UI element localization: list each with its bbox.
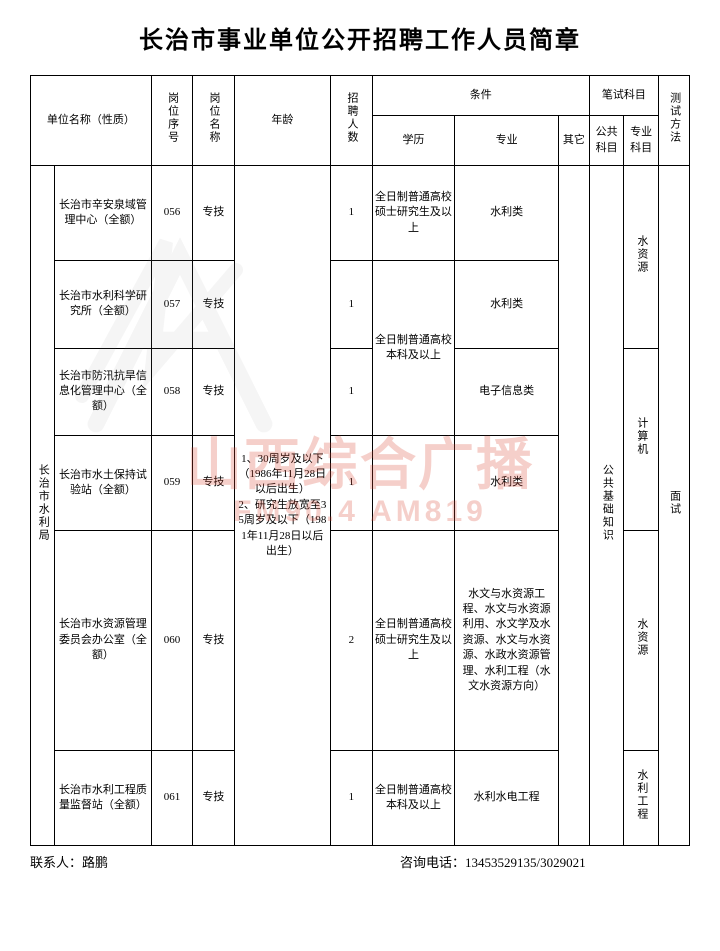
header-position-no: 岗位序号 (151, 76, 192, 166)
pro-subject-cell: 计算机 (624, 348, 658, 531)
posno-cell: 058 (151, 348, 192, 436)
count-cell: 2 (331, 531, 372, 751)
contact-label: 联系人： (30, 855, 82, 870)
posname-cell: 专技 (193, 166, 234, 261)
dept-group-cell: 长治市水利局 (31, 166, 55, 846)
major-cell: 水利类 (455, 436, 559, 531)
footer-phone: 咨询电话：13453529135/3029021 (320, 852, 690, 871)
edu-cell: 全日制普通高校本科及以上 (372, 751, 455, 846)
table-row: 长治市水利局 长治市辛安泉域管理中心（全额） 056 专技 1、30周岁及以下（… (31, 166, 690, 261)
footer-contact: 联系人：路鹏 (30, 852, 320, 871)
major-cell: 水利类 (455, 166, 559, 261)
other-cell (558, 166, 589, 846)
header-recruit-count: 招聘人数 (331, 76, 372, 166)
footer: 联系人：路鹏 咨询电话：13453529135/3029021 (30, 852, 690, 871)
unit-cell: 长治市水利科学研究所（全额） (55, 261, 152, 349)
header-public-subject: 公共科目 (589, 116, 623, 166)
edu-cell: 全日制普通高校本科及以上 (372, 261, 455, 436)
edu-cell (372, 436, 455, 531)
count-cell: 1 (331, 348, 372, 436)
posname-cell: 专技 (193, 348, 234, 436)
unit-cell: 长治市辛安泉域管理中心（全额） (55, 166, 152, 261)
header-position-name: 岗位名称 (193, 76, 234, 166)
header-age: 年龄 (234, 76, 331, 166)
edu-cell: 全日制普通高校硕士研究生及以上 (372, 531, 455, 751)
major-cell: 水利水电工程 (455, 751, 559, 846)
posno-cell: 056 (151, 166, 192, 261)
posno-cell: 061 (151, 751, 192, 846)
pro-subject-cell: 水资源 (624, 166, 658, 349)
count-cell: 1 (331, 166, 372, 261)
header-major: 专业 (455, 116, 559, 166)
major-cell: 水文与水资源工程、水文与水资源利用、水文学及水资源、水文与水资源、水政水资源管理… (455, 531, 559, 751)
major-cell: 电子信息类 (455, 348, 559, 436)
posno-cell: 060 (151, 531, 192, 751)
posname-cell: 专技 (193, 531, 234, 751)
header-test-method: 测试方法 (658, 76, 689, 166)
major-cell: 水利类 (455, 261, 559, 349)
posno-cell: 057 (151, 261, 192, 349)
header-pro-subject: 专业科目 (624, 116, 658, 166)
edu-cell: 全日制普通高校硕士研究生及以上 (372, 166, 455, 261)
public-subject-cell: 公共基础知识 (589, 166, 623, 846)
header-conditions: 条件 (372, 76, 589, 116)
recruitment-table: 单位名称（性质） 岗位序号 岗位名称 年龄 招聘人数 条件 笔试科目 测试方法 … (30, 75, 690, 846)
pro-subject-cell: 水资源 (624, 531, 658, 751)
header-unit-name: 单位名称（性质） (31, 76, 152, 166)
contact-name: 路鹏 (82, 855, 108, 870)
phone-label: 咨询电话： (400, 855, 465, 870)
unit-cell: 长治市防汛抗旱信息化管理中心（全额） (55, 348, 152, 436)
phone-value: 13453529135/3029021 (465, 855, 586, 870)
count-cell: 1 (331, 751, 372, 846)
posname-cell: 专技 (193, 261, 234, 349)
unit-cell: 长治市水资源管理委员会办公室（全额） (55, 531, 152, 751)
age-cell: 1、30周岁及以下（1986年11月28日以后出生） 2、研究生放宽至35周岁及… (234, 166, 331, 846)
pro-subject-cell: 水利工程 (624, 751, 658, 846)
posname-cell: 专技 (193, 751, 234, 846)
unit-cell: 长治市水土保持试验站（全额） (55, 436, 152, 531)
header-row: 单位名称（性质） 岗位序号 岗位名称 年龄 招聘人数 条件 笔试科目 测试方法 (31, 76, 690, 116)
header-education: 学历 (372, 116, 455, 166)
count-cell: 1 (331, 261, 372, 349)
posname-cell: 专技 (193, 436, 234, 531)
test-method-cell: 面试 (658, 166, 689, 846)
posno-cell: 059 (151, 436, 192, 531)
unit-cell: 长治市水利工程质量监督站（全额） (55, 751, 152, 846)
count-cell: 1 (331, 436, 372, 531)
document-page: 长治市事业单位公开招聘工作人员简章 单位名称（性质） 岗位序号 岗位名称 年龄 … (0, 0, 720, 881)
header-other: 其它 (558, 116, 589, 166)
header-exam-subjects: 笔试科目 (589, 76, 658, 116)
document-title: 长治市事业单位公开招聘工作人员简章 (30, 20, 690, 55)
